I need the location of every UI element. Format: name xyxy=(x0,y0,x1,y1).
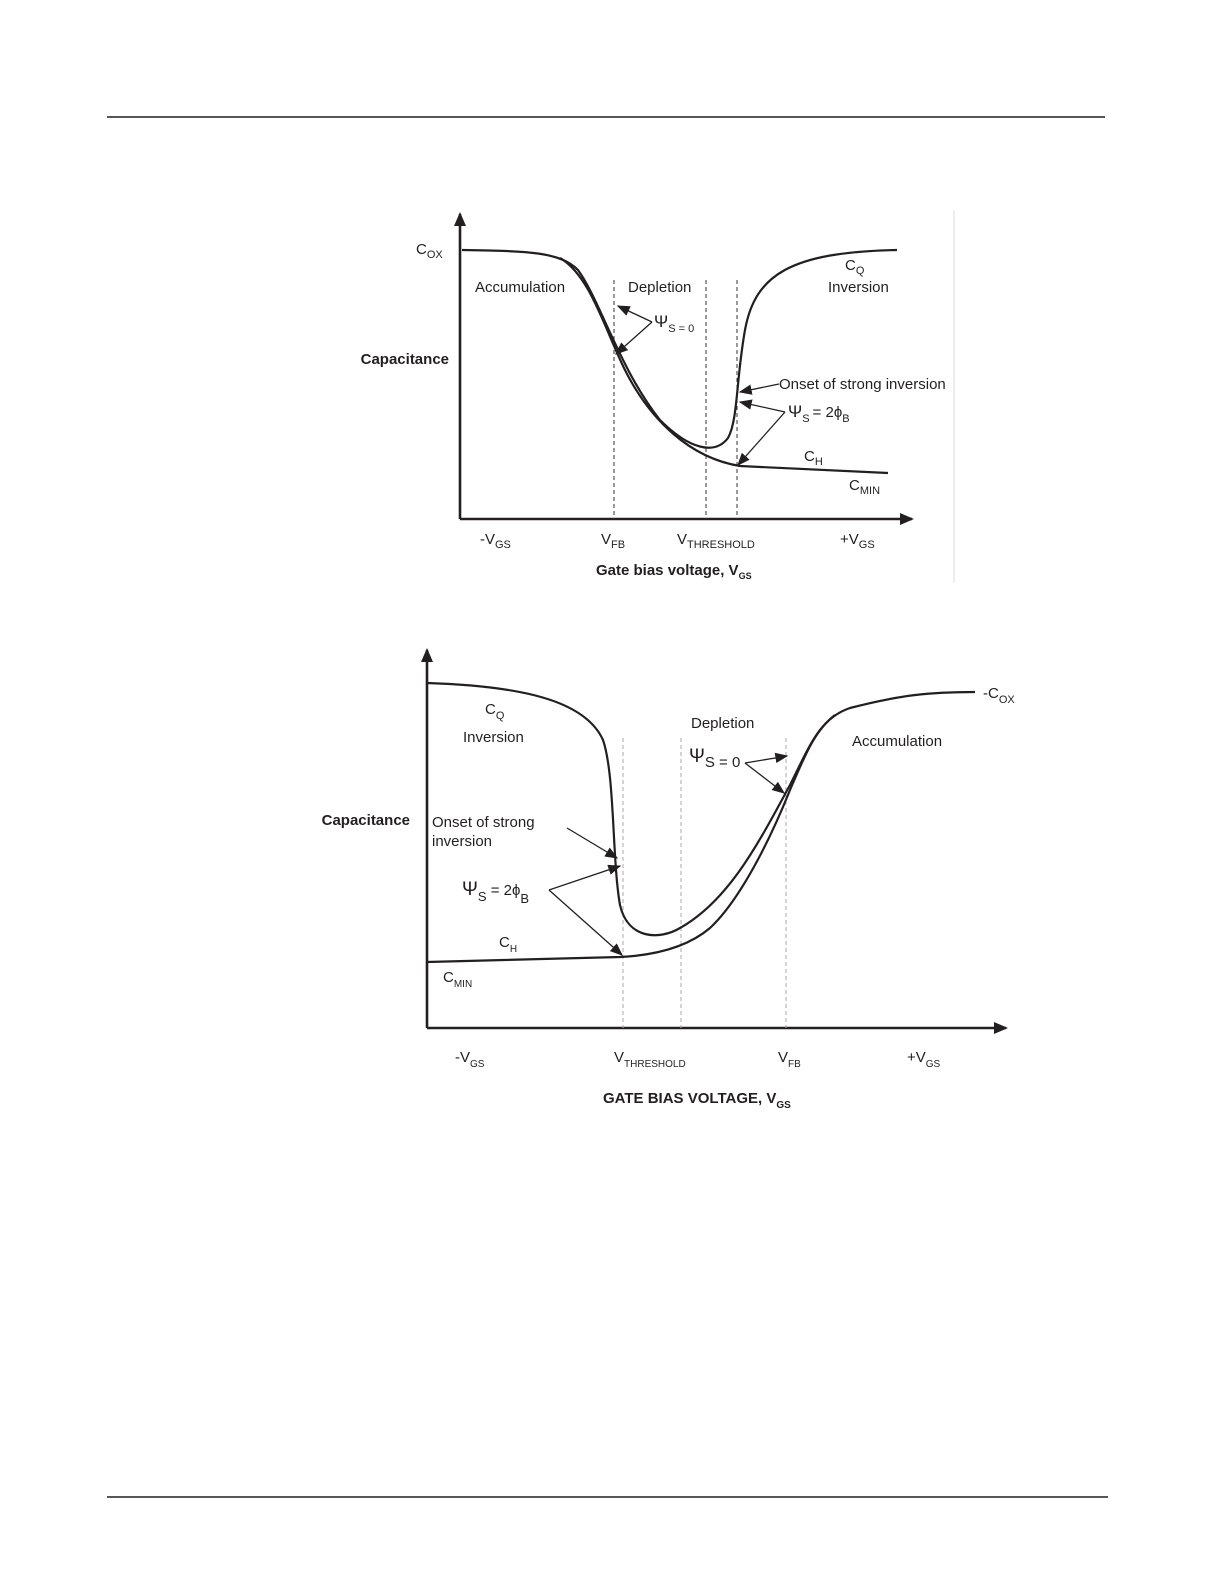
x-tick-label: -VGS xyxy=(455,1049,485,1070)
arrow xyxy=(744,762,786,794)
cmin-label: CMIN xyxy=(849,477,880,497)
psi-label: ΨS = 0 xyxy=(654,312,694,335)
high-frequency-curve xyxy=(426,681,976,937)
cq-label: CQ xyxy=(845,257,865,277)
x-axis-label: GATE BIAS VOLTAGE, VGS xyxy=(603,1090,791,1111)
region-label: Depletion xyxy=(691,715,754,732)
x-tick-label: VFB xyxy=(778,1049,801,1070)
x-tick-label: +VGS xyxy=(907,1049,941,1070)
x-tick-label: VFB xyxy=(601,531,625,551)
x-tick-label: -VGS xyxy=(480,531,511,551)
arrow xyxy=(548,864,622,891)
arrow xyxy=(738,399,786,413)
onset-label: inversion xyxy=(432,833,492,850)
arrow xyxy=(744,752,789,764)
onset-label: Onset of strong inversion xyxy=(779,376,946,393)
cq-label: CQ xyxy=(485,701,505,722)
diagram-2: -COX Capacitance CQ Inversion Depletion … xyxy=(322,648,1015,1111)
psi-2phi-label: ΨS = 2ϕB xyxy=(462,879,529,906)
x-tick-label: VTHRESHOLD xyxy=(614,1049,686,1070)
arrow xyxy=(738,383,780,395)
x-tick-label: VTHRESHOLD xyxy=(677,531,755,551)
cox-label: -COX xyxy=(983,685,1015,706)
region-label: Inversion xyxy=(463,729,524,746)
y-axis-label: Capacitance xyxy=(322,812,410,829)
region-label: Accumulation xyxy=(852,733,942,750)
psi-2phi-label: ΨS = 2ϕB xyxy=(788,402,850,425)
ch-label: CH xyxy=(499,934,517,955)
arrow xyxy=(737,411,786,466)
x-tick-label: +VGS xyxy=(840,531,875,551)
region-label: Depletion xyxy=(628,279,691,296)
region-label: Accumulation xyxy=(475,279,565,296)
low-curve xyxy=(426,714,836,964)
cmin-label: CMIN xyxy=(443,969,472,990)
y-axis-label: Capacitance xyxy=(361,351,449,368)
low-curve xyxy=(559,257,889,475)
arrow xyxy=(615,321,653,355)
arrow xyxy=(566,827,619,859)
x-axis-label: Gate bias voltage, VGS xyxy=(596,562,752,581)
ch-label: CH xyxy=(804,448,823,468)
cox-label: COX xyxy=(416,241,443,261)
region-label: Inversion xyxy=(828,279,889,296)
arrow xyxy=(548,889,623,956)
diagram-1: COX Capacitance Accumulation Depletion C… xyxy=(361,210,955,583)
arrow xyxy=(616,305,653,323)
high-frequency-curve xyxy=(461,248,898,449)
psi-label: ΨS = 0 xyxy=(689,746,740,771)
onset-label: Onset of strong xyxy=(432,814,535,831)
